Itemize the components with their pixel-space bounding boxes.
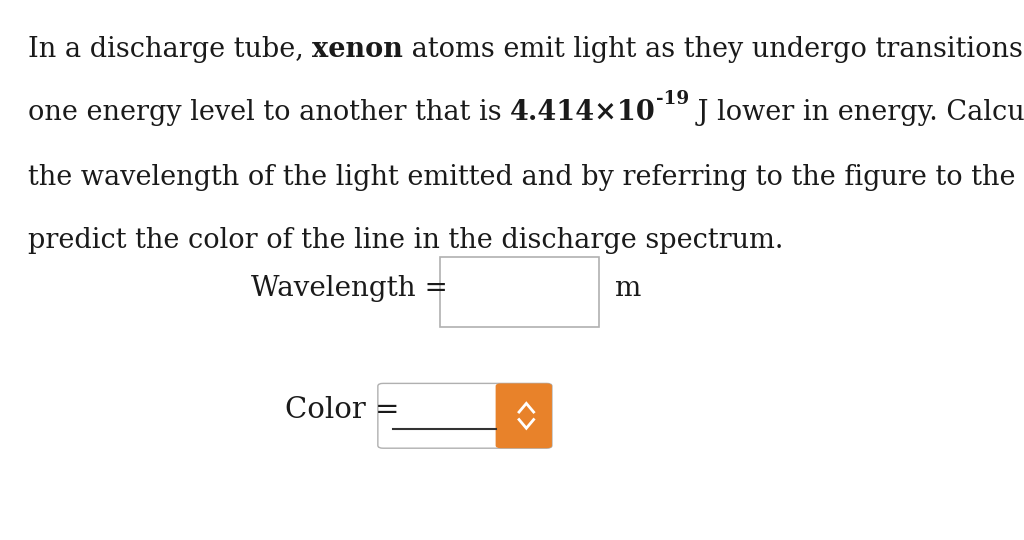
Text: 4.414×10: 4.414×10 [510, 99, 655, 126]
Text: the wavelength of the light emitted and by referring to the figure to the right,: the wavelength of the light emitted and … [28, 164, 1024, 191]
Text: xenon: xenon [312, 36, 402, 63]
Text: predict the color of the line in the discharge spectrum.: predict the color of the line in the dis… [28, 227, 783, 254]
FancyBboxPatch shape [496, 383, 552, 448]
FancyBboxPatch shape [506, 389, 516, 443]
Text: Wavelength =: Wavelength = [251, 275, 447, 302]
FancyBboxPatch shape [440, 256, 599, 327]
Text: m: m [614, 275, 641, 302]
Text: In a discharge tube,: In a discharge tube, [28, 36, 312, 63]
Text: -19: -19 [655, 90, 689, 108]
Text: Color =: Color = [285, 396, 399, 424]
FancyBboxPatch shape [378, 383, 552, 448]
Text: one energy level to another that is: one energy level to another that is [28, 99, 510, 126]
Text: atoms emit light as they undergo transitions from: atoms emit light as they undergo transit… [402, 36, 1024, 63]
Text: J lower in energy. Calculate: J lower in energy. Calculate [689, 99, 1024, 126]
